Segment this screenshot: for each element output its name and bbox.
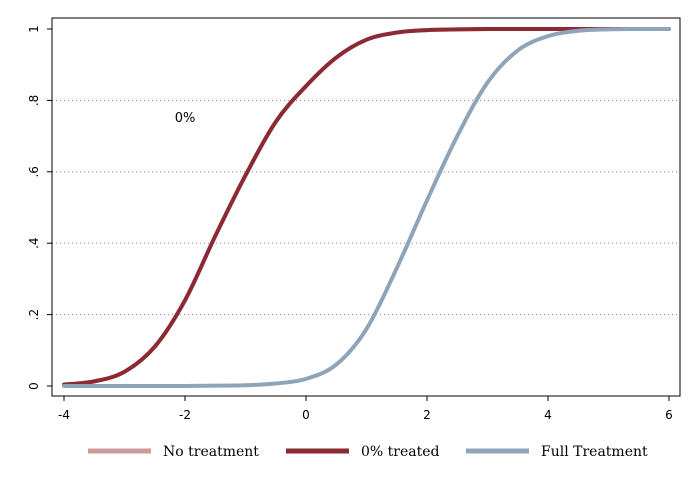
x-tick-label: 2 (423, 408, 431, 422)
series-line-2 (62, 26, 671, 389)
x-tick-label: -4 (58, 408, 70, 422)
legend-label-0: No treatment (163, 444, 259, 460)
y-axis: 0 .2 .4 .6 .8 1 (27, 25, 52, 390)
y-tick-label: 0 (27, 382, 41, 390)
y-tick-label: 1 (27, 25, 41, 33)
x-tick-label: 0 (302, 408, 310, 422)
legend-label-1: 0% treated (361, 444, 440, 460)
series-line-1 (62, 26, 671, 387)
y-tick-label: .2 (27, 309, 41, 320)
plot-frame (51, 17, 681, 397)
legend: No treatment 0% treated Full Treatment (88, 444, 648, 460)
y-tick-label: .4 (27, 237, 41, 248)
x-tick-label: 6 (665, 408, 673, 422)
gridlines (52, 99, 680, 316)
y-tick-label: .6 (27, 166, 41, 177)
y-tick-label: .8 (27, 95, 41, 106)
x-tick-label: 4 (544, 408, 552, 422)
series-lines (62, 26, 671, 389)
x-axis: -4 -2 0 2 4 6 (58, 396, 673, 422)
legend-label-2: Full Treatment (541, 444, 648, 460)
annotation-label: 0% (175, 111, 196, 126)
x-tick-label: -2 (179, 408, 191, 422)
